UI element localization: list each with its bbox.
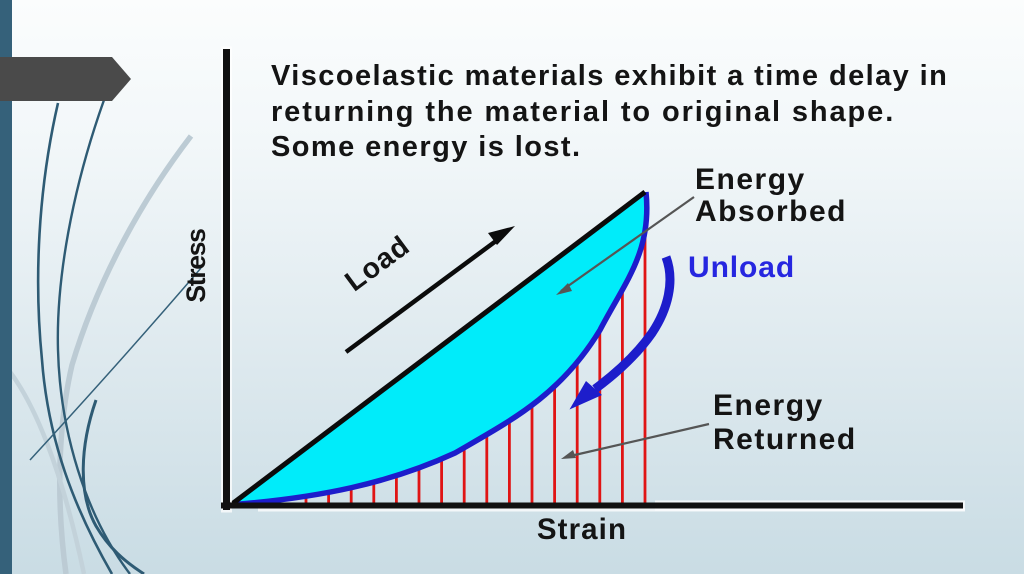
svg-text:Returned: Returned: [713, 423, 857, 456]
svg-text:Strain: Strain: [537, 513, 627, 546]
svg-text:Unload: Unload: [688, 251, 795, 284]
svg-text:Energy: Energy: [713, 389, 824, 422]
svg-text:Stress: Stress: [181, 229, 211, 303]
svg-text:Some energy is lost.: Some energy is lost.: [271, 131, 581, 163]
svg-text:returning the material to orig: returning the material to original shape…: [271, 96, 895, 128]
svg-text:Viscoelastic materials exhibit: Viscoelastic materials exhibit a time de…: [271, 60, 948, 92]
svg-text:Energy: Energy: [695, 163, 806, 196]
svg-text:Absorbed: Absorbed: [695, 195, 847, 228]
